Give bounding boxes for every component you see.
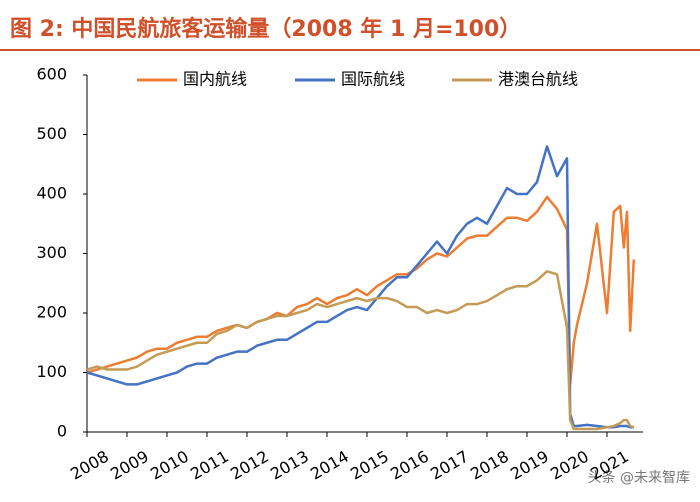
x-tick-label: 2008 [67, 447, 112, 484]
series-line [86, 270, 635, 431]
x-tick-label: 2017 [427, 447, 472, 484]
x-tick-label: 2018 [467, 447, 512, 484]
y-tick-label: 600 [36, 65, 67, 84]
x-tick-label: 2013 [267, 447, 312, 484]
x-tick-label: 2016 [387, 447, 432, 484]
y-tick-label: 400 [36, 184, 67, 203]
x-tick-label: 2011 [187, 447, 232, 484]
y-tick-label: 0 [57, 422, 67, 441]
x-tick-label: 2012 [227, 447, 272, 484]
legend-label: 国际航线 [341, 70, 405, 89]
x-tick-label: 2015 [347, 447, 392, 484]
x-tick-label: 2009 [107, 447, 152, 484]
chart-title: 图 2: 中国民航旅客运输量（2008 年 1 月=100） [10, 16, 521, 42]
x-tick-label: 2014 [307, 447, 352, 484]
y-tick-label: 200 [36, 303, 67, 322]
series-line [86, 145, 634, 429]
y-tick-label: 100 [36, 362, 67, 381]
legend-label: 港澳台航线 [498, 70, 578, 89]
watermark: 头条 @未来智库 [588, 469, 690, 486]
y-tick-label: 500 [36, 124, 67, 143]
y-tick-label: 300 [36, 243, 67, 262]
series-line [86, 195, 636, 386]
x-tick-label: 2019 [507, 447, 552, 484]
x-tick-label: 2020 [547, 447, 592, 484]
x-tick-label: 2010 [147, 447, 192, 484]
legend-label: 国内航线 [183, 70, 247, 89]
